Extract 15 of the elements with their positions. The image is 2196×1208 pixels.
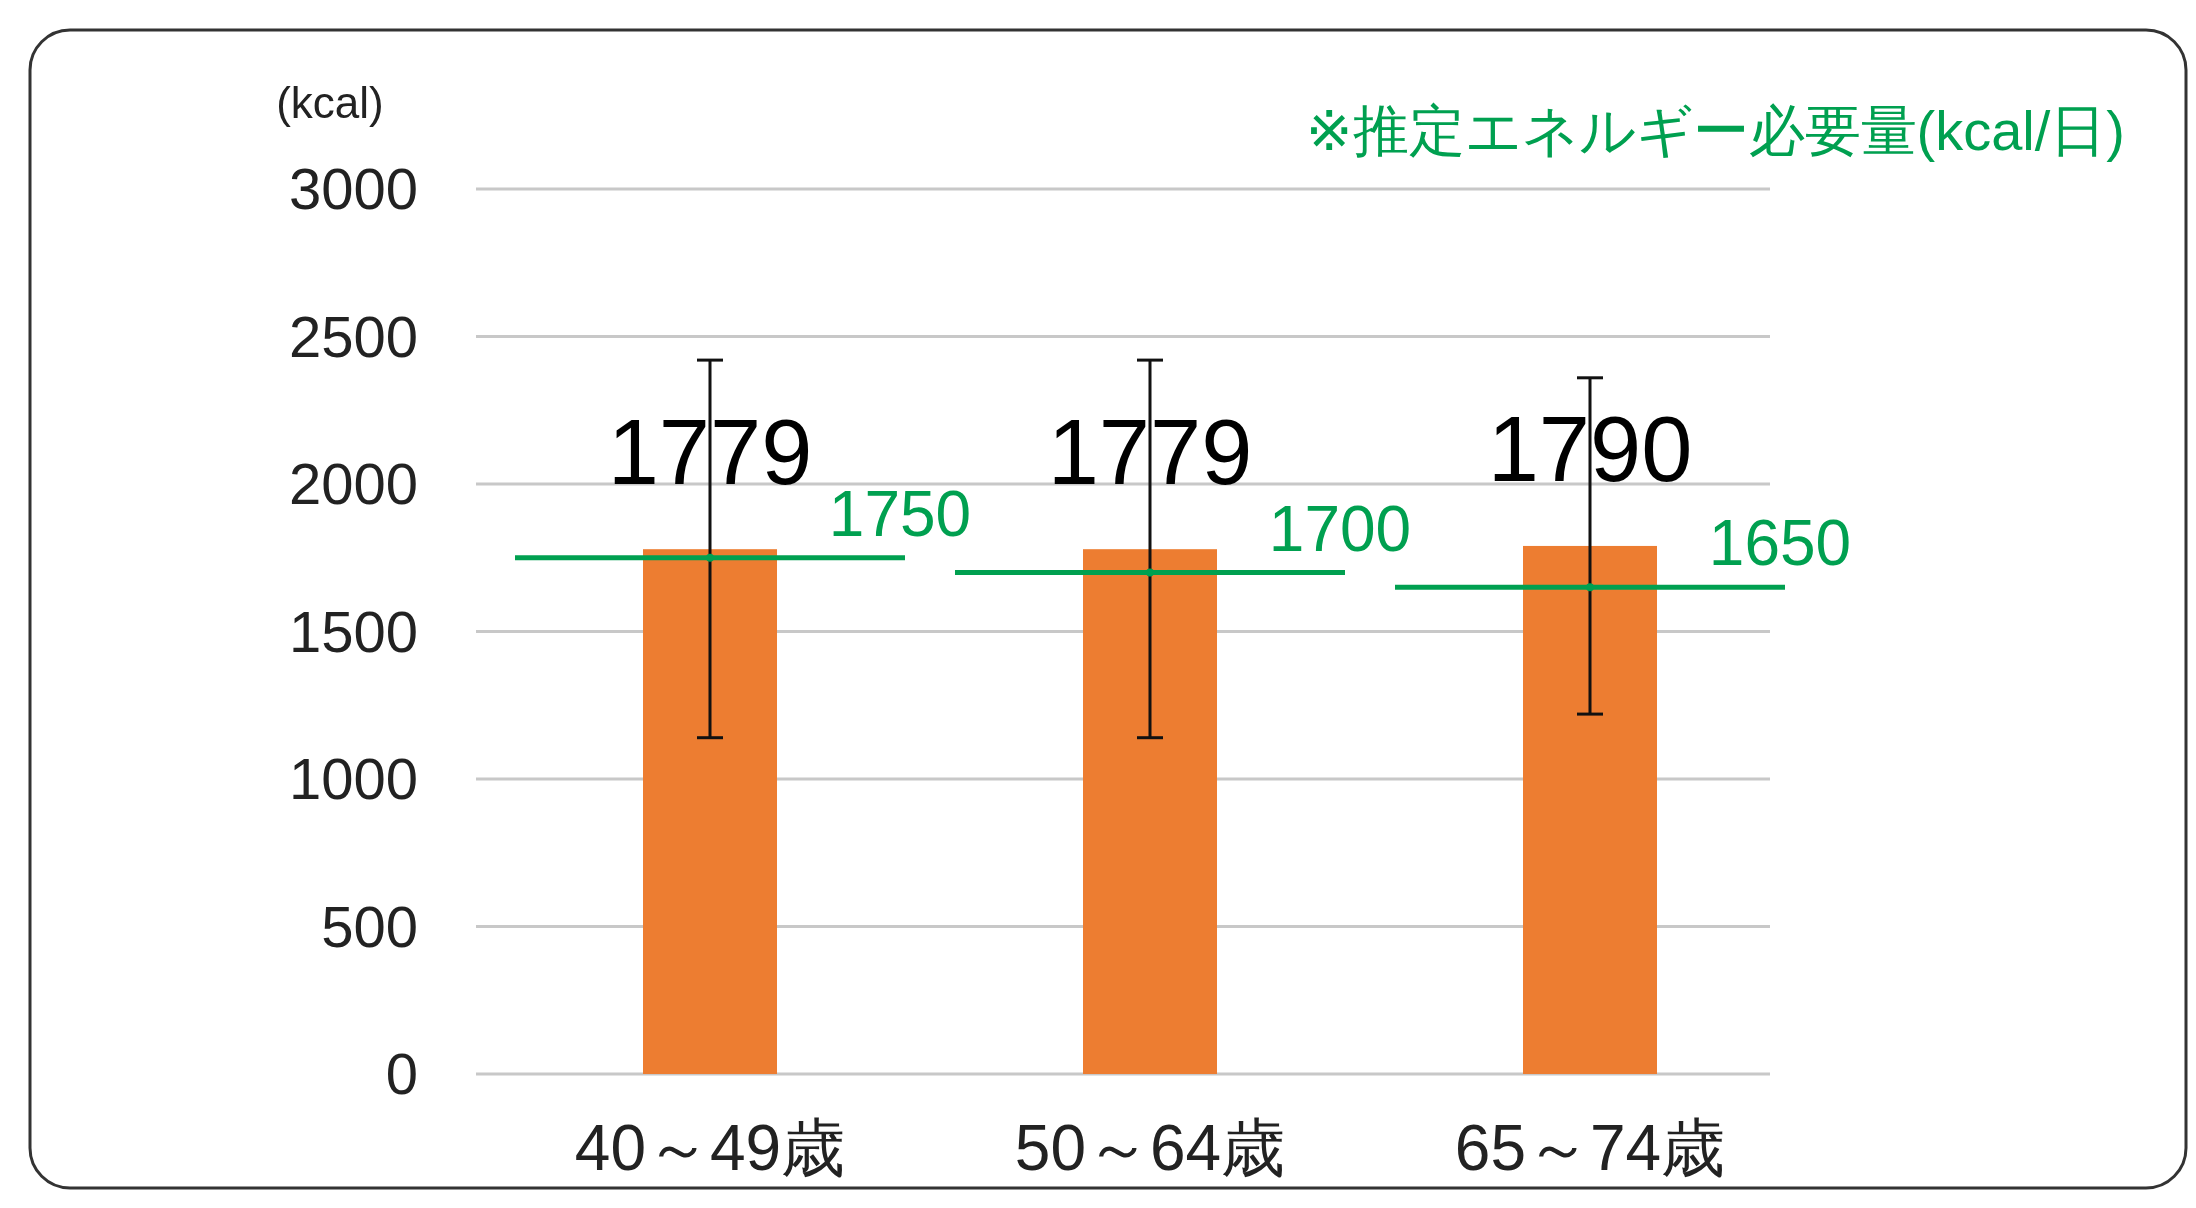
y-tick-label: 2500 — [288, 303, 418, 369]
data-label: 1650 — [1708, 507, 1852, 580]
y-axis-title: (kcal) — [276, 78, 384, 127]
x-tick-label: 40～49歳 — [574, 1112, 846, 1184]
x-tick-label: 50～64歳 — [1014, 1112, 1286, 1184]
x-tick-label: 65～74歳 — [1454, 1112, 1726, 1184]
y-tick-label: 0 — [385, 1041, 418, 1106]
y-tick-label: 2000 — [288, 451, 418, 516]
y-tick-label: 3000 — [288, 156, 418, 221]
text: ※推定エネルギー必要量(kcal/日) — [1305, 99, 2125, 162]
y-tick-label: 1000 — [288, 746, 418, 811]
y-tick-label: 1500 — [288, 598, 418, 664]
data-label: 1750 — [828, 477, 972, 550]
data-label: 1700 — [1268, 492, 1412, 565]
y-tick-label: 500 — [321, 893, 418, 959]
